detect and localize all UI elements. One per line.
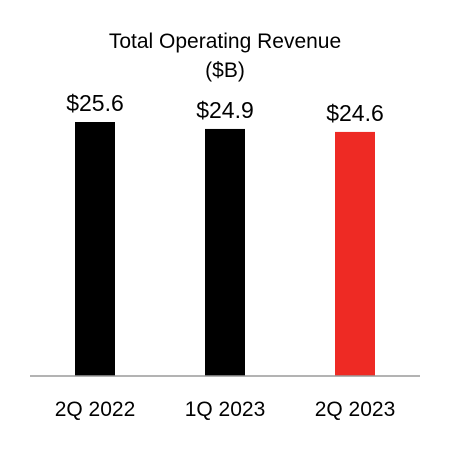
data-label-1: $25.6	[66, 90, 124, 116]
category-label-3: 2Q 2023	[315, 398, 396, 421]
category-label-2: 1Q 2023	[185, 398, 266, 421]
bar-1	[75, 122, 115, 376]
bars-layer: $25.6 2Q 2022 $24.9 1Q 2023 $24.6 2Q 2023	[55, 90, 396, 421]
data-label-3: $24.6	[326, 100, 384, 126]
data-label-2: $24.9	[196, 97, 254, 123]
chart-subtitle: ($B)	[205, 59, 245, 82]
chart-title: Total Operating Revenue	[109, 30, 341, 53]
bar-3	[335, 131, 375, 376]
bar-2	[205, 128, 245, 376]
category-label-1: 2Q 2022	[55, 398, 136, 421]
